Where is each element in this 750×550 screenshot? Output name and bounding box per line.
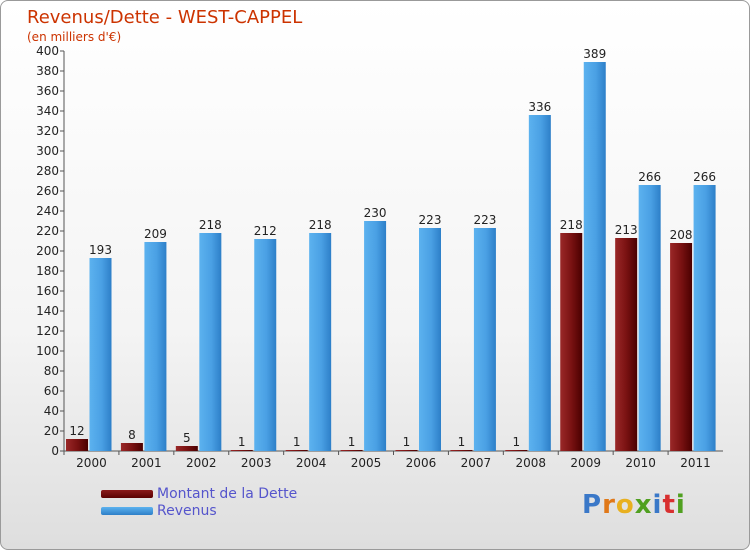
y-tick-label: 240 [36, 204, 59, 218]
y-tick-label: 300 [36, 144, 59, 158]
data-label-debt-2008: 1 [513, 435, 521, 449]
data-label-debt-2010: 213 [615, 223, 638, 237]
x-tick-label: 2011 [680, 456, 711, 470]
x-tick-label: 2010 [625, 456, 656, 470]
y-tick-label: 260 [36, 184, 59, 198]
data-label-revenue-2006: 223 [419, 213, 442, 227]
data-label-revenue-2008: 336 [528, 100, 551, 114]
y-tick-label: 0 [51, 444, 59, 458]
bar-debt-2004 [285, 450, 308, 451]
bar-revenue-2011 [693, 185, 716, 451]
bar-debt-2008 [505, 450, 528, 451]
x-tick-label: 2007 [461, 456, 492, 470]
data-label-revenue-2005: 230 [364, 206, 387, 220]
y-tick-label: 200 [36, 244, 59, 258]
bar-revenue-2010 [638, 185, 661, 451]
bar-debt-2007 [450, 450, 473, 451]
bar-revenue-2002 [199, 233, 222, 451]
bar-debt-2000 [66, 439, 88, 451]
bar-debt-2006 [395, 450, 418, 451]
chart-subtitle: (en milliers d'€) [27, 30, 122, 44]
y-tick-label: 40 [44, 404, 59, 418]
y-tick-label: 360 [36, 84, 59, 98]
data-label-debt-2007: 1 [458, 435, 466, 449]
x-tick-label: 2004 [296, 456, 327, 470]
y-tick-label: 180 [36, 264, 59, 278]
x-tick-label: 2000 [76, 456, 107, 470]
bar-revenue-2003 [254, 239, 277, 451]
x-tick-label: 2001 [131, 456, 162, 470]
bar-debt-2003 [230, 450, 253, 451]
data-label-debt-2001: 8 [128, 428, 136, 442]
bar-revenue-2007 [473, 228, 496, 451]
x-tick-label: 2009 [570, 456, 601, 470]
data-label-debt-2009: 218 [560, 218, 583, 232]
y-tick-label: 280 [36, 164, 59, 178]
data-label-revenue-2004: 218 [309, 218, 332, 232]
bar-debt-2001 [120, 443, 143, 451]
x-tick-label: 2008 [516, 456, 547, 470]
data-label-debt-2005: 1 [348, 435, 356, 449]
legend-label-debt: Montant de la Dette [157, 486, 298, 502]
y-tick-label: 160 [36, 284, 59, 298]
x-tick-label: 2005 [351, 456, 382, 470]
data-label-debt-2003: 1 [238, 435, 246, 449]
data-label-revenue-2002: 218 [199, 218, 222, 232]
bar-debt-2005 [340, 450, 363, 451]
data-label-revenue-2010: 266 [638, 170, 661, 184]
y-tick-label: 100 [36, 344, 59, 358]
bar-revenue-2004 [309, 233, 332, 451]
chart-title: Revenus/Dette - WEST-CAPPEL [27, 7, 303, 28]
bar-revenue-2005 [364, 221, 387, 451]
bar-debt-2010 [615, 238, 638, 451]
legend-swatch-debt [101, 490, 153, 498]
x-tick-label: 2003 [241, 456, 272, 470]
y-tick-label: 220 [36, 224, 59, 238]
data-label-debt-2006: 1 [403, 435, 411, 449]
bar-revenue-2006 [419, 228, 441, 451]
data-label-revenue-2001: 209 [144, 227, 167, 241]
x-tick-label: 2006 [406, 456, 437, 470]
y-tick-label: 320 [36, 124, 59, 138]
proxiti-logo: Proxiti [582, 490, 686, 520]
data-label-revenue-2007: 223 [473, 213, 496, 227]
y-tick-label: 340 [36, 104, 59, 118]
bar-debt-2002 [175, 446, 198, 451]
bar-revenue-2008 [528, 115, 551, 451]
bar-revenue-2000 [89, 258, 112, 451]
data-label-revenue-2009: 389 [583, 47, 606, 61]
y-tick-label: 60 [44, 384, 59, 398]
data-label-debt-2000: 12 [69, 424, 84, 438]
legend-label-revenue: Revenus [157, 503, 217, 519]
data-label-debt-2002: 5 [183, 431, 191, 445]
y-tick-label: 140 [36, 304, 59, 318]
y-tick-label: 120 [36, 324, 59, 338]
y-tick-label: 380 [36, 64, 59, 78]
y-tick-label: 400 [36, 44, 59, 58]
y-tick-label: 20 [44, 424, 59, 438]
data-label-debt-2004: 1 [293, 435, 301, 449]
data-label-revenue-2003: 212 [254, 224, 277, 238]
data-label-revenue-2011: 266 [693, 170, 716, 184]
bar-debt-2009 [560, 233, 583, 451]
bar-revenue-2009 [583, 62, 606, 451]
y-tick-label: 80 [44, 364, 59, 378]
data-label-revenue-2000: 193 [89, 243, 112, 257]
legend-swatch-revenue [101, 507, 153, 515]
x-tick-label: 2002 [186, 456, 217, 470]
bar-debt-2011 [670, 243, 693, 451]
bar-revenue-2001 [144, 242, 167, 451]
data-label-debt-2011: 208 [670, 228, 693, 242]
